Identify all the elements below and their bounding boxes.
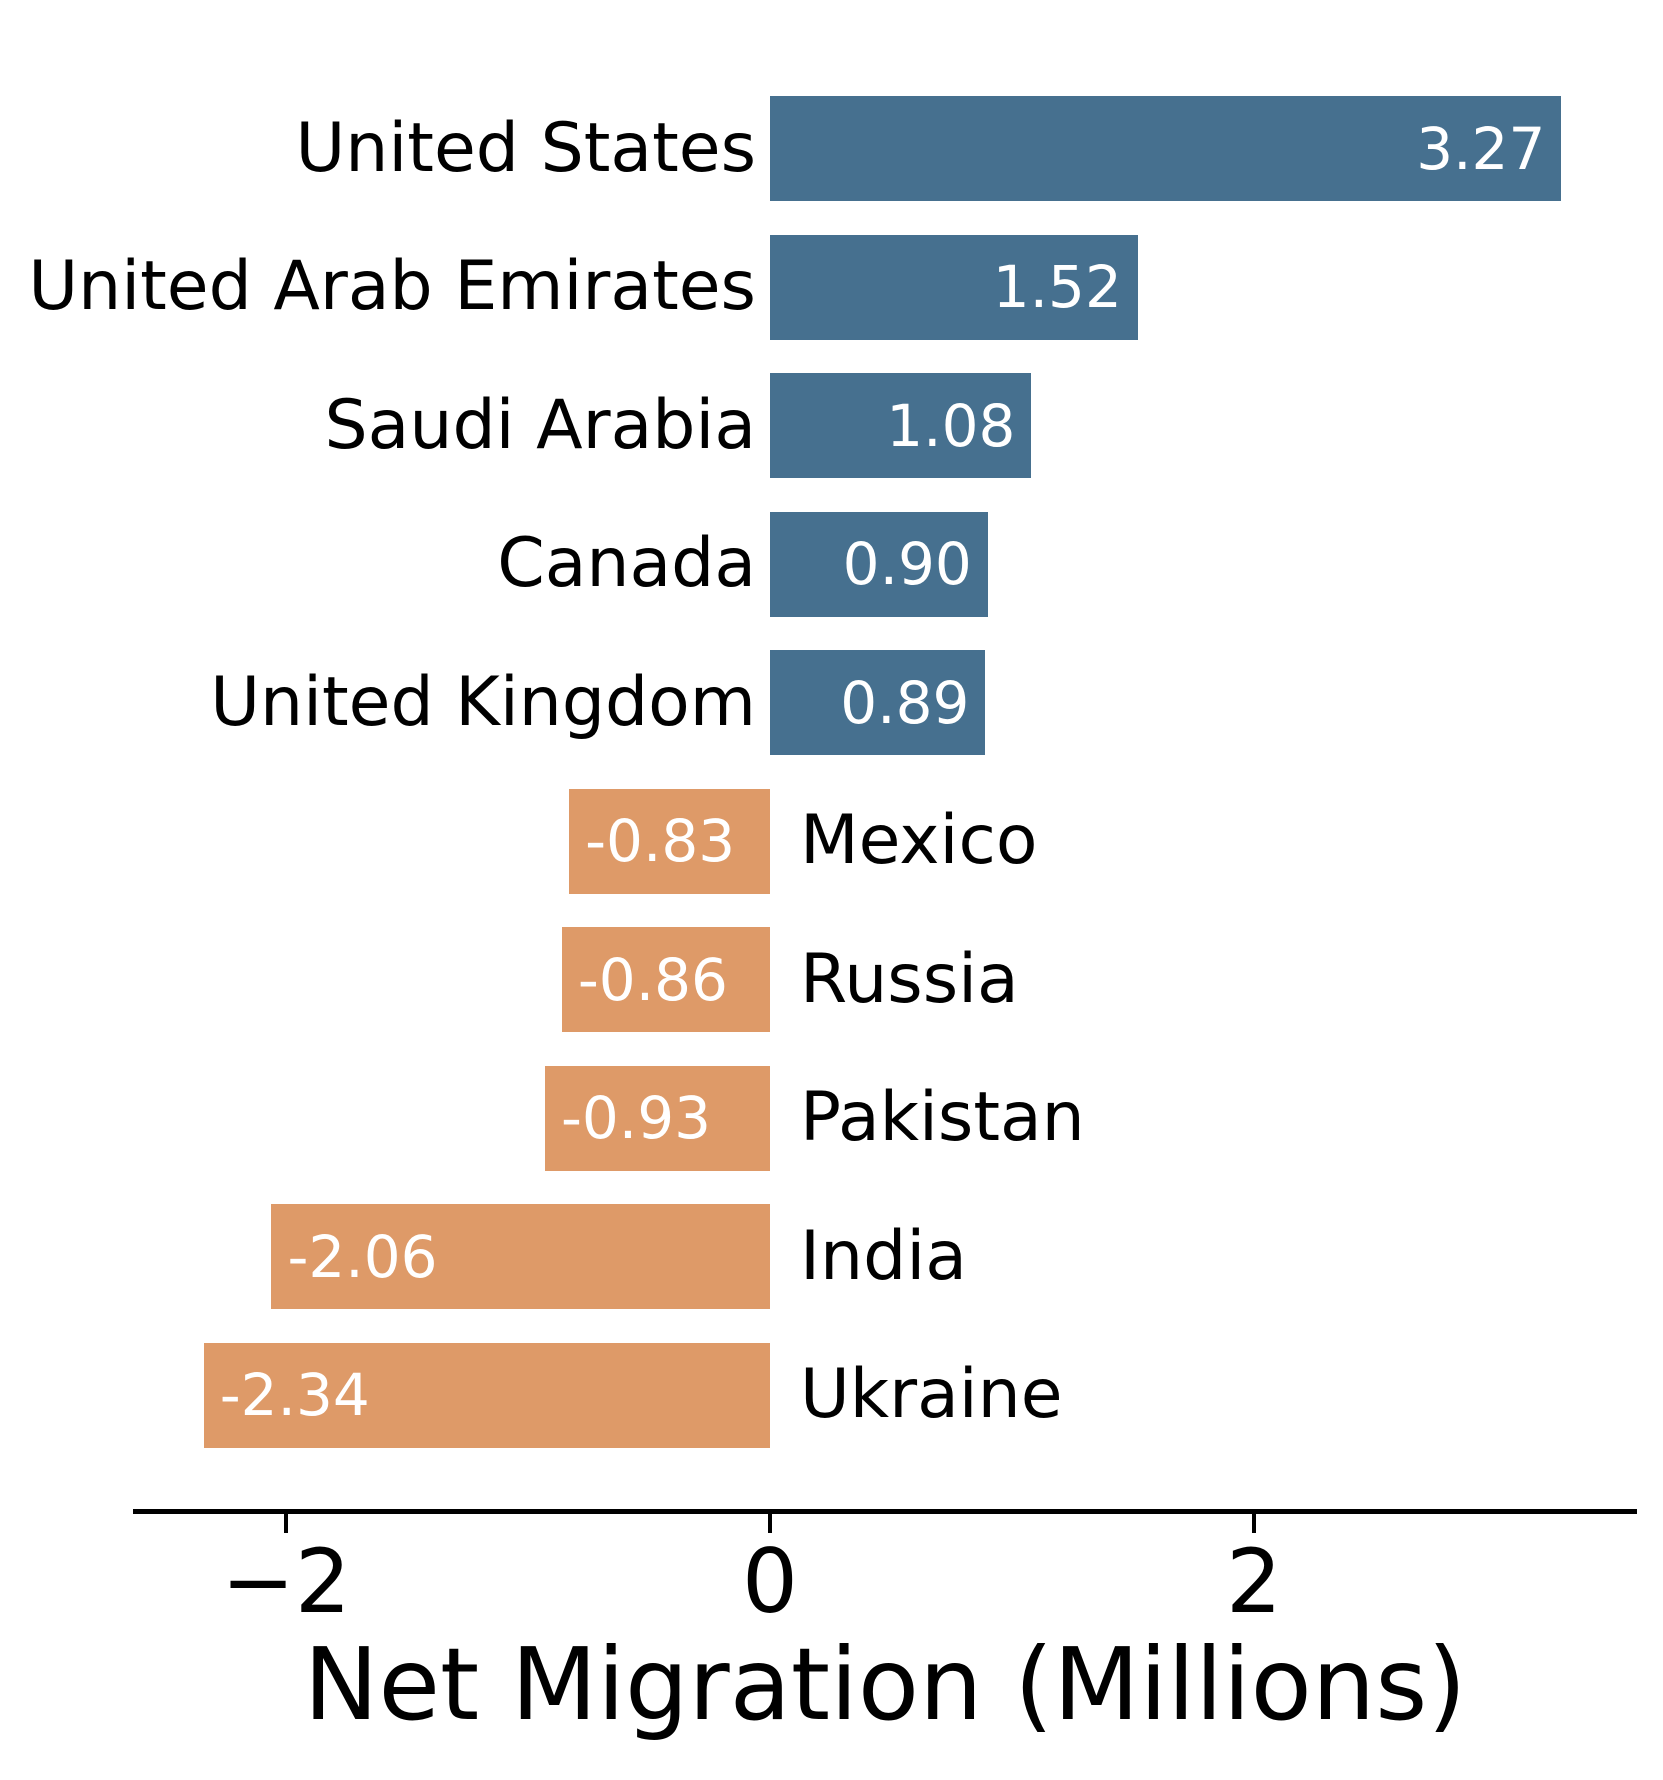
category-label: Mexico xyxy=(800,801,1038,880)
x-tick-label: −2 xyxy=(221,1530,351,1633)
bar-value-label: -0.86 xyxy=(577,945,728,1014)
bar-india xyxy=(271,1204,770,1309)
bar-value-label: -2.34 xyxy=(219,1361,370,1429)
bar-value-label: -0.83 xyxy=(585,807,736,875)
bar-canada xyxy=(770,511,988,617)
category-label: Ukraine xyxy=(800,1355,1063,1434)
bar-value-label: -2.06 xyxy=(287,1222,438,1291)
category-label: United Kingdom xyxy=(210,662,756,742)
bar-united-arab-emirates xyxy=(770,234,1138,340)
bar-united-states xyxy=(770,96,1562,201)
bar-value-label: 0.89 xyxy=(840,668,970,737)
bar-pakistan xyxy=(544,1065,770,1171)
bar-saudi-arabia xyxy=(770,373,1032,478)
bar-ukraine xyxy=(203,1342,770,1448)
x-axis-line xyxy=(133,1509,1637,1514)
category-label: Canada xyxy=(497,524,756,603)
category-label: Saudi Arabia xyxy=(324,385,756,465)
x-axis-title: Net Migration (Millions) xyxy=(303,1626,1467,1743)
category-label: Pakistan xyxy=(800,1078,1085,1157)
category-label: Russia xyxy=(800,939,1019,1019)
x-tick-mark xyxy=(284,1514,288,1533)
bar-value-label: 0.90 xyxy=(842,530,972,598)
x-tick-mark xyxy=(768,1514,772,1533)
x-tick-mark xyxy=(1252,1514,1256,1533)
category-label: United States xyxy=(295,108,756,188)
bar-value-label: -0.93 xyxy=(560,1084,712,1152)
bar-value-label: 1.52 xyxy=(992,253,1122,321)
x-tick-label: 2 xyxy=(1226,1530,1282,1633)
category-label: United Arab Emirates xyxy=(28,247,756,326)
bar-value-label: 3.27 xyxy=(1416,114,1546,183)
bar-mexico xyxy=(569,788,770,894)
x-tick-label: 0 xyxy=(742,1530,798,1633)
bar-united-kingdom xyxy=(770,650,986,755)
category-label: India xyxy=(800,1216,967,1296)
bar-value-label: 1.08 xyxy=(886,391,1016,460)
bar-russia xyxy=(561,927,770,1032)
